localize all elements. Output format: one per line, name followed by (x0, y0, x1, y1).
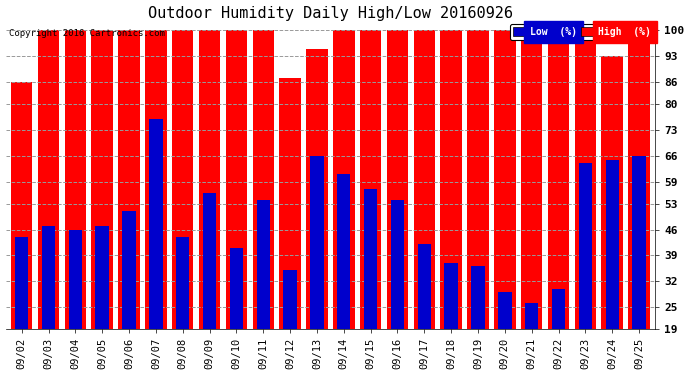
Bar (579, 163, 592, 375)
Bar (525, 303, 538, 375)
Bar (95, 226, 109, 375)
Bar (253, 30, 274, 375)
Bar (15, 237, 28, 375)
Title: Outdoor Humidity Daily High/Low 20160926: Outdoor Humidity Daily High/Low 20160926 (148, 6, 513, 21)
Bar (471, 267, 484, 375)
Bar (391, 200, 404, 375)
Bar (172, 30, 193, 375)
Bar (203, 193, 216, 375)
Bar (306, 49, 328, 375)
Bar (360, 30, 382, 375)
Bar (467, 30, 489, 375)
Bar (575, 30, 596, 375)
Bar (92, 30, 113, 375)
Bar (122, 211, 136, 375)
Bar (145, 30, 166, 375)
Bar (606, 159, 619, 375)
Bar (65, 30, 86, 375)
Bar (42, 226, 55, 375)
Bar (279, 78, 301, 375)
Bar (199, 30, 220, 375)
Bar (68, 230, 82, 375)
Bar (337, 174, 351, 375)
Bar (602, 56, 623, 375)
Bar (552, 289, 565, 375)
Bar (386, 30, 408, 375)
Bar (498, 292, 511, 375)
Legend: Low  (%), High  (%): Low (%), High (%) (510, 24, 654, 40)
Bar (632, 156, 646, 375)
Bar (149, 119, 163, 375)
Bar (548, 30, 569, 375)
Bar (226, 30, 247, 375)
Bar (11, 82, 32, 375)
Bar (494, 30, 515, 375)
Bar (333, 30, 355, 375)
Bar (364, 189, 377, 375)
Bar (230, 248, 243, 375)
Bar (118, 30, 140, 375)
Bar (257, 200, 270, 375)
Bar (444, 263, 458, 375)
Bar (284, 270, 297, 375)
Bar (440, 30, 462, 375)
Bar (417, 244, 431, 375)
Bar (413, 30, 435, 375)
Bar (521, 30, 542, 375)
Bar (629, 30, 650, 375)
Bar (176, 237, 190, 375)
Bar (38, 30, 59, 375)
Bar (310, 156, 324, 375)
Text: Copyright 2016 Cartronics.com: Copyright 2016 Cartronics.com (9, 29, 165, 38)
